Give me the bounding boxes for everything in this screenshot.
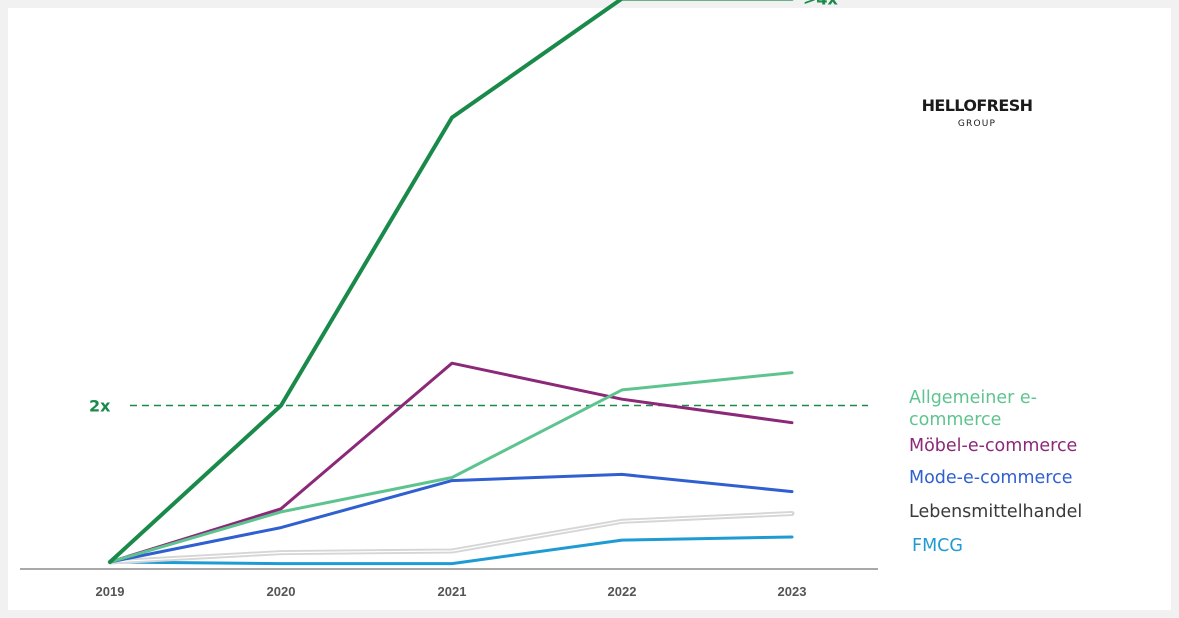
legend-mode-e-commerce: Mode-e-commerce xyxy=(909,468,1073,488)
series-line-lebensmittelhandel xyxy=(109,512,793,563)
x-tick-2020: 2020 xyxy=(267,584,296,599)
series-line-mode-e-commerce xyxy=(108,472,794,564)
x-tick-2019: 2019 xyxy=(96,584,125,599)
logo-subtitle: GROUP xyxy=(957,119,997,129)
end-label-4x: >4x xyxy=(803,0,839,9)
series-line-m-bel-e-commerce xyxy=(108,361,794,564)
legend-moebel-e-commerce: Möbel-e-commerce xyxy=(909,436,1078,456)
hellofresh-group-logo: HELLOFRESH GROUP xyxy=(918,96,1036,129)
chart-panel xyxy=(8,8,1171,610)
legend-allgemeiner-e-commerce: Allgemeiner e-commerce xyxy=(909,388,1037,430)
series-line-fmcg xyxy=(108,535,794,566)
x-tick-2022: 2022 xyxy=(608,584,637,599)
x-tick-2021: 2021 xyxy=(438,584,467,599)
logo-wordmark: HELLOFRESH xyxy=(921,96,1033,115)
reference-label-2x: 2x xyxy=(89,397,111,416)
series-line-hellofresh-group xyxy=(108,0,794,564)
legend-lebensmittelhandel: Lebensmittelhandel xyxy=(909,502,1083,522)
annotation-labels: >4x 2x xyxy=(89,0,839,416)
legend-fmcg: FMCG xyxy=(912,536,963,556)
series-line-allgemeiner-e-commerce xyxy=(108,371,794,564)
x-tick-2023: 2023 xyxy=(778,584,807,599)
x-tick-labels: 2019 2020 2021 2022 2023 xyxy=(96,584,807,599)
series-layer xyxy=(107,0,795,566)
